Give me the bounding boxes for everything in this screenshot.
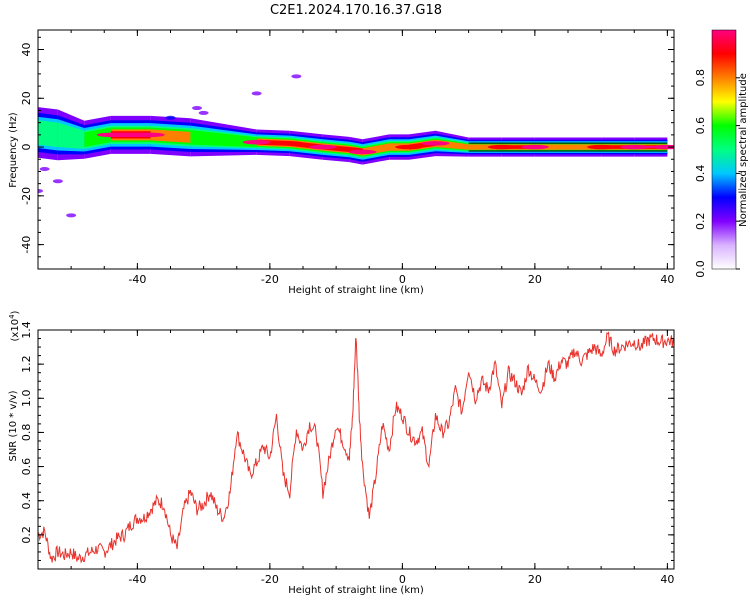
snr-y-tick-label: 0.6	[20, 458, 33, 476]
snr-y-label: SNR (10 * v/v)	[8, 390, 19, 461]
snr-x-label: Height of straight line (km)	[288, 585, 424, 596]
spectrogram-band	[150, 129, 191, 143]
spectrogram-peak	[275, 141, 304, 146]
snr-y-tick-label: 1.2	[20, 355, 33, 373]
spectrogram-peak	[96, 132, 125, 138]
colorbar-tick-label: 0.0	[694, 260, 707, 278]
snr-y-tick-label: 1.0	[20, 390, 33, 408]
snr-x-ticks: -40 -20 0 20 40	[37, 330, 674, 586]
spectrogram-scatter-blob	[38, 188, 43, 193]
spectrogram-y-tick-label: 20	[20, 91, 33, 105]
spectrogram-y-tick-label: 40	[20, 43, 33, 57]
spectrogram-scatter-blob	[66, 213, 77, 218]
spectrogram-band	[38, 120, 58, 148]
colorbar-tick-label: 0.4	[694, 165, 707, 183]
spectrogram-band	[84, 127, 111, 148]
snr-y-ticks: 0.2 0.4 0.6 0.8 1.0 1.2 1.4	[20, 321, 674, 561]
spectrogram-scatter-blob	[192, 106, 202, 111]
spectrogram-peak	[136, 132, 165, 138]
snr-y-tick-label: 0.2	[20, 526, 33, 544]
spectrogram-x-tick-label: -40	[128, 273, 146, 286]
spectrogram-x-tick-label: -20	[261, 273, 279, 286]
snr-y-tick-label: 0.8	[20, 424, 33, 442]
snr-y-tick-label: 0.4	[20, 492, 33, 510]
snr-y-tick-label: 1.4	[20, 321, 33, 339]
snr-frame	[37, 329, 675, 570]
spectrogram-band	[57, 122, 85, 149]
spectrogram-y-label: Frequency (Hz)	[8, 112, 19, 188]
colorbar-ticks: 0.0 0.2 0.4 0.6 0.8	[694, 69, 740, 278]
spectrogram-peak	[242, 139, 271, 145]
spectrogram-peak	[520, 144, 549, 150]
colorbar-tick-label: 0.6	[694, 117, 707, 135]
figure-title: C2E1.2024.170.16.37.G18	[270, 3, 442, 18]
spectrogram-scatter-blob	[198, 110, 209, 115]
spectrogram-x-tick-label: 40	[660, 273, 674, 286]
spectrogram-panel: -40 -20 0 20 40 40 20 0 -20 -40 Height of straig…	[8, 29, 675, 296]
spectrogram-y-tick-label: 0	[20, 144, 33, 151]
spectrogram-peak	[395, 144, 423, 150]
colorbar: 0.0 0.2 0.4 0.6 0.8 Normalized spectral ampl…	[694, 29, 749, 278]
spectrogram-y-ticks: 40 20 0 -20 -40	[20, 36, 674, 270]
spectrogram-scatter-blob	[165, 115, 176, 120]
snr-panel: -40 -20 0 20 40 0.2 0.4 0.6 0.8 1.0 1.2 1.4 Height…	[8, 310, 675, 596]
spectrogram-peak	[421, 141, 450, 146]
spectrogram-peak	[487, 144, 516, 150]
snr-x-tick-label: -40	[128, 573, 146, 586]
colorbar-tick-label: 0.8	[694, 69, 707, 87]
spectrogram-y-tick-label: -20	[20, 187, 33, 205]
snr-x-tick-label: -20	[261, 573, 279, 586]
spectrogram-peak	[348, 149, 377, 155]
spectrogram-peak	[587, 144, 616, 150]
spectrogram-peak	[620, 144, 649, 150]
snr-x-tick-label: 20	[528, 573, 542, 586]
spectrogram-x-tick-label: 0	[399, 273, 406, 286]
spectrogram-scatter-blob	[251, 91, 262, 96]
spectrogram-heatmap	[38, 74, 674, 218]
spectrogram-band	[190, 129, 224, 146]
spectrogram-y-tick-label: -40	[20, 236, 33, 254]
colorbar-bar	[711, 29, 737, 270]
spectrogram-peak	[308, 144, 337, 150]
spectrogram-peak	[653, 144, 674, 150]
spectrogram-frame	[37, 29, 675, 270]
spectrogram-scatter-blob	[291, 74, 302, 79]
spectrogram-x-ticks: -40 -20 0 20 40	[37, 30, 674, 286]
spectrogram-x-tick-label: 20	[528, 273, 542, 286]
snr-y-multiplier: (x104)	[8, 310, 21, 341]
snr-x-tick-label: 40	[660, 573, 674, 586]
colorbar-label: Normalized spectral amplitude	[738, 73, 749, 227]
snr-x-tick-label: 0	[399, 573, 406, 586]
spectrogram-scatter-blob	[39, 167, 50, 172]
spectrogram-x-label: Height of straight line (km)	[288, 285, 424, 296]
snr-series-line	[38, 331, 674, 564]
colorbar-tick-label: 0.2	[694, 212, 707, 230]
spectrogram-scatter-blob	[52, 179, 63, 184]
